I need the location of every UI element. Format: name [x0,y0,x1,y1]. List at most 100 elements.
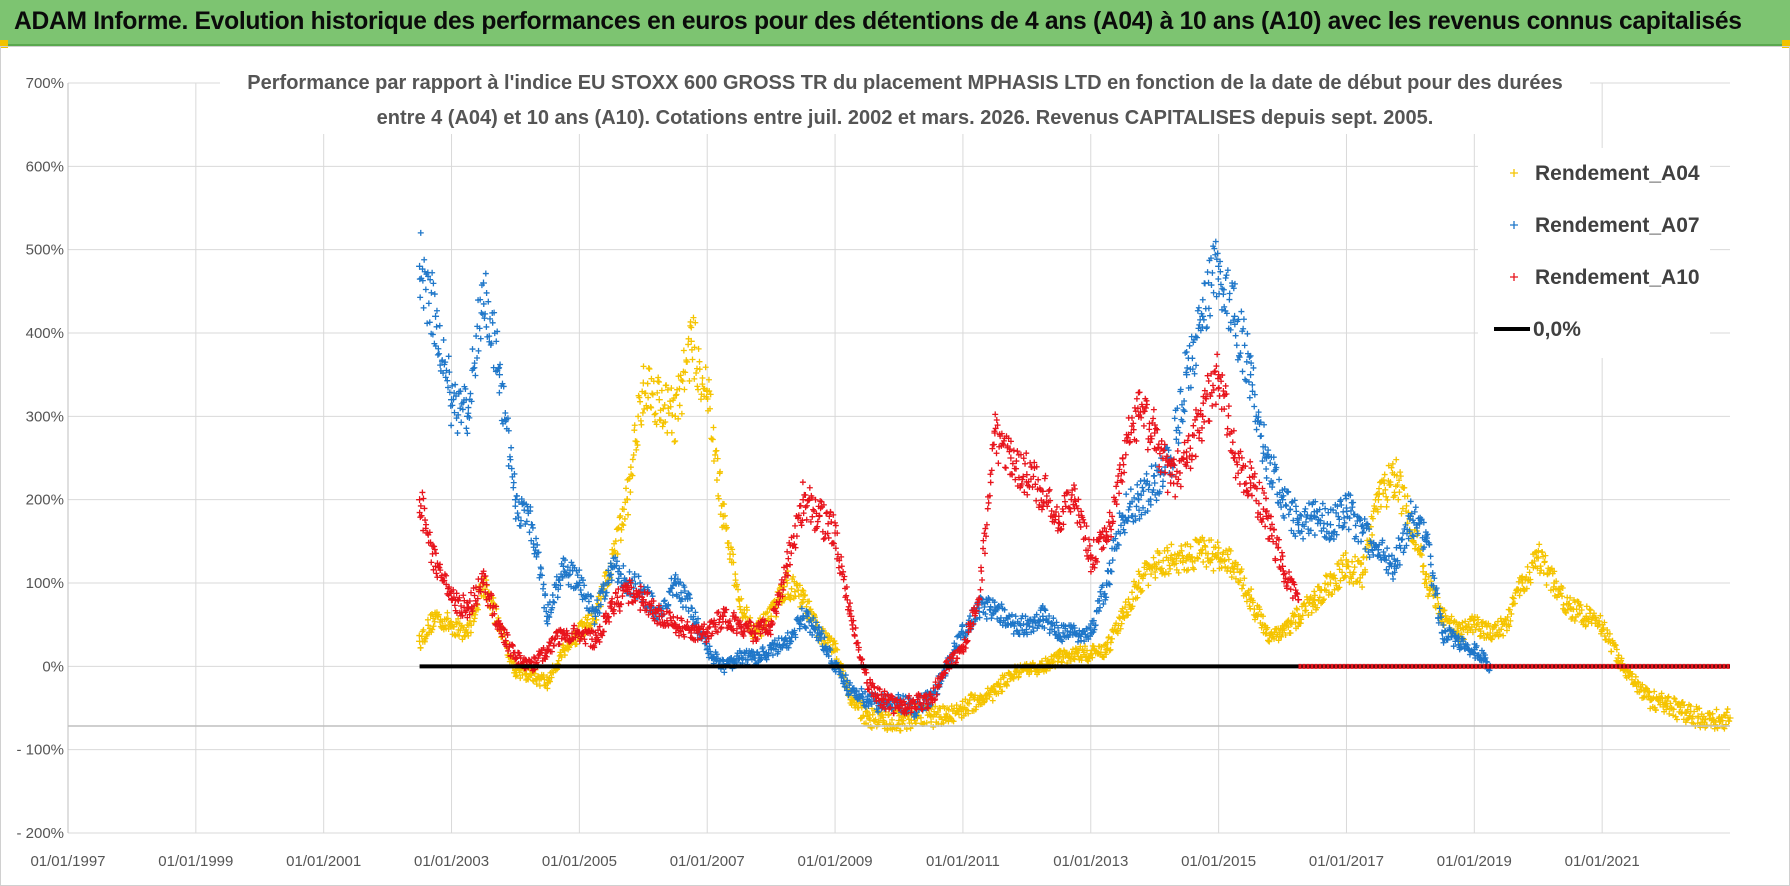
data-point [785,555,792,562]
data-point [1553,594,1560,601]
data-point [1425,573,1432,580]
data-point [1152,462,1159,469]
data-point [1209,269,1216,276]
data-point [1299,612,1306,619]
data-point [1171,415,1178,422]
data-point [1127,486,1134,493]
data-point [504,415,511,422]
data-point [475,347,482,354]
data-point [1118,620,1125,627]
data-point [851,632,858,639]
data-point [677,579,684,586]
data-point [631,571,638,578]
data-point [1144,478,1151,485]
data-point [1109,557,1116,564]
data-point [847,696,855,704]
data-point [1283,503,1290,510]
data-point [1360,529,1367,536]
data-point [457,388,464,395]
data-point [802,591,809,598]
data-point [617,571,624,578]
data-point [620,522,627,529]
data-point [1193,362,1200,369]
data-point [678,410,685,417]
data-point [1150,554,1157,561]
data-point [730,559,737,566]
data-point [652,410,659,417]
data-point [1492,622,1499,629]
data-point [1119,612,1127,620]
data-point [1376,491,1383,498]
data-point [1218,564,1225,571]
data-point [1196,321,1203,328]
data-point [655,396,663,404]
data-point [1409,538,1416,545]
data-point [686,591,693,598]
data-point [1152,574,1159,581]
data-point [476,325,483,332]
data-point [1153,425,1160,432]
data-point [565,572,572,579]
data-point [1608,648,1615,655]
data-point [465,410,472,417]
data-point [1475,616,1482,623]
data-point [1263,474,1270,481]
data-point [1145,582,1152,589]
data-point [1233,342,1240,349]
data-point [634,442,641,449]
data-point [1167,554,1175,562]
data-point [1160,470,1167,477]
data-point [704,395,711,402]
data-point [453,415,460,422]
data-point [690,314,697,321]
data-point [535,549,542,556]
data-point [1043,667,1050,674]
data-point [1301,600,1308,607]
data-point [1331,572,1338,579]
series-rendement-a10 [416,351,1303,717]
data-point [1559,593,1566,600]
data-point [528,537,535,544]
data-point [616,608,623,615]
data-point [1506,606,1513,613]
data-point [1391,492,1398,499]
data-point [585,598,592,605]
data-point [1190,336,1197,343]
data-point [620,562,627,569]
data-point [991,599,998,606]
data-point [1131,578,1138,585]
data-point [614,579,621,586]
data-point [1176,429,1183,436]
data-point [1243,598,1250,605]
data-point [685,608,692,615]
data-point [1516,592,1523,599]
data-point [1192,333,1199,340]
data-point [1571,617,1578,624]
data-point [934,709,941,716]
data-point [1227,568,1234,575]
data-point [582,640,589,647]
data-point [593,616,600,623]
data-point [733,581,740,588]
data-point [1048,620,1055,627]
data-point [1684,706,1691,713]
data-point [1496,631,1503,638]
data-point [885,711,892,718]
data-point [1534,565,1541,572]
data-point [1215,554,1223,562]
data-point [527,503,534,510]
data-point [421,256,428,263]
data-point [853,699,860,706]
data-point [763,656,770,663]
data-point [1227,547,1234,554]
data-point [806,484,813,491]
data-point [696,366,703,373]
data-point [468,622,475,629]
data-point [1013,465,1020,472]
data-point [490,364,497,371]
data-point [1160,557,1167,564]
data-point [516,499,523,506]
data-point [631,422,638,429]
data-point [1587,607,1594,614]
data-point [1139,484,1146,491]
